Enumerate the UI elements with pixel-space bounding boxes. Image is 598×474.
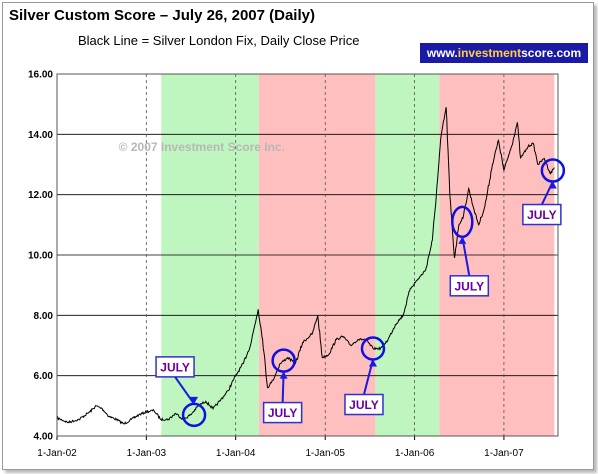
july-label: JULY <box>268 406 298 420</box>
july-label-box <box>449 275 490 297</box>
y-tick-label: 6.00 <box>34 371 54 382</box>
july-callouts: JULY JULY JULY JULY JULY <box>155 158 566 428</box>
chart-subtitle: Black Line = Silver London Fix, Daily Cl… <box>78 33 360 48</box>
x-tick-label: 1-Jan-06 <box>395 448 435 459</box>
plot-border <box>56 73 559 437</box>
y-tick-label: 4.00 <box>34 432 54 443</box>
july-label-box <box>522 203 562 226</box>
x-axis-labels: 1-Jan-02 1-Jan-03 1-Jan-04 1-Jan-05 1-Jan-06… <box>37 436 524 459</box>
silver-price-line <box>56 107 555 425</box>
x-tick-label: 1-Jan-02 <box>37 448 77 459</box>
july-label-box <box>262 401 303 424</box>
badge-suffix: score.com <box>521 46 582 60</box>
july-label-box <box>155 356 195 378</box>
website-badge[interactable]: www.investmentscore.com <box>420 43 588 63</box>
y-tick-label: 8.00 <box>34 311 54 322</box>
badge-prefix: www. <box>426 46 458 60</box>
x-tick-label: 1-Jan-03 <box>127 448 167 459</box>
x-tick-label: 1-Jan-05 <box>306 448 346 459</box>
chart-title: Silver Custom Score – July 26, 2007 (Dai… <box>9 7 315 24</box>
callout-arrowhead <box>548 181 557 189</box>
callout-arrowhead <box>368 359 377 367</box>
y-tick-label: 14.00 <box>28 130 53 141</box>
july-label-box <box>344 393 384 416</box>
y-tick-label: 16.00 <box>28 70 53 81</box>
gridlines <box>57 74 558 436</box>
callout-arrowhead <box>458 236 467 244</box>
x-tick-label: 1-Jan-07 <box>484 448 524 459</box>
july-label: JULY <box>455 279 485 293</box>
callout-arrowhead <box>190 396 199 404</box>
copyright-watermark: © 2007 Investment Score Inc. <box>119 140 285 154</box>
x-tick-label: 1-Jan-04 <box>216 448 256 459</box>
y-axis-labels: 4.00 6.00 8.00 10.00 12.00 14.00 16.00 <box>28 70 53 443</box>
callout-arrow <box>174 376 195 405</box>
badge-accent: investment <box>457 46 522 60</box>
y-tick-label: 10.00 <box>28 251 53 262</box>
july-label: JULY <box>527 208 557 222</box>
july-label: JULY <box>160 360 190 374</box>
july-label: JULY <box>349 398 379 412</box>
callout-arrowhead <box>279 371 288 379</box>
y-tick-label: 12.00 <box>28 190 53 201</box>
